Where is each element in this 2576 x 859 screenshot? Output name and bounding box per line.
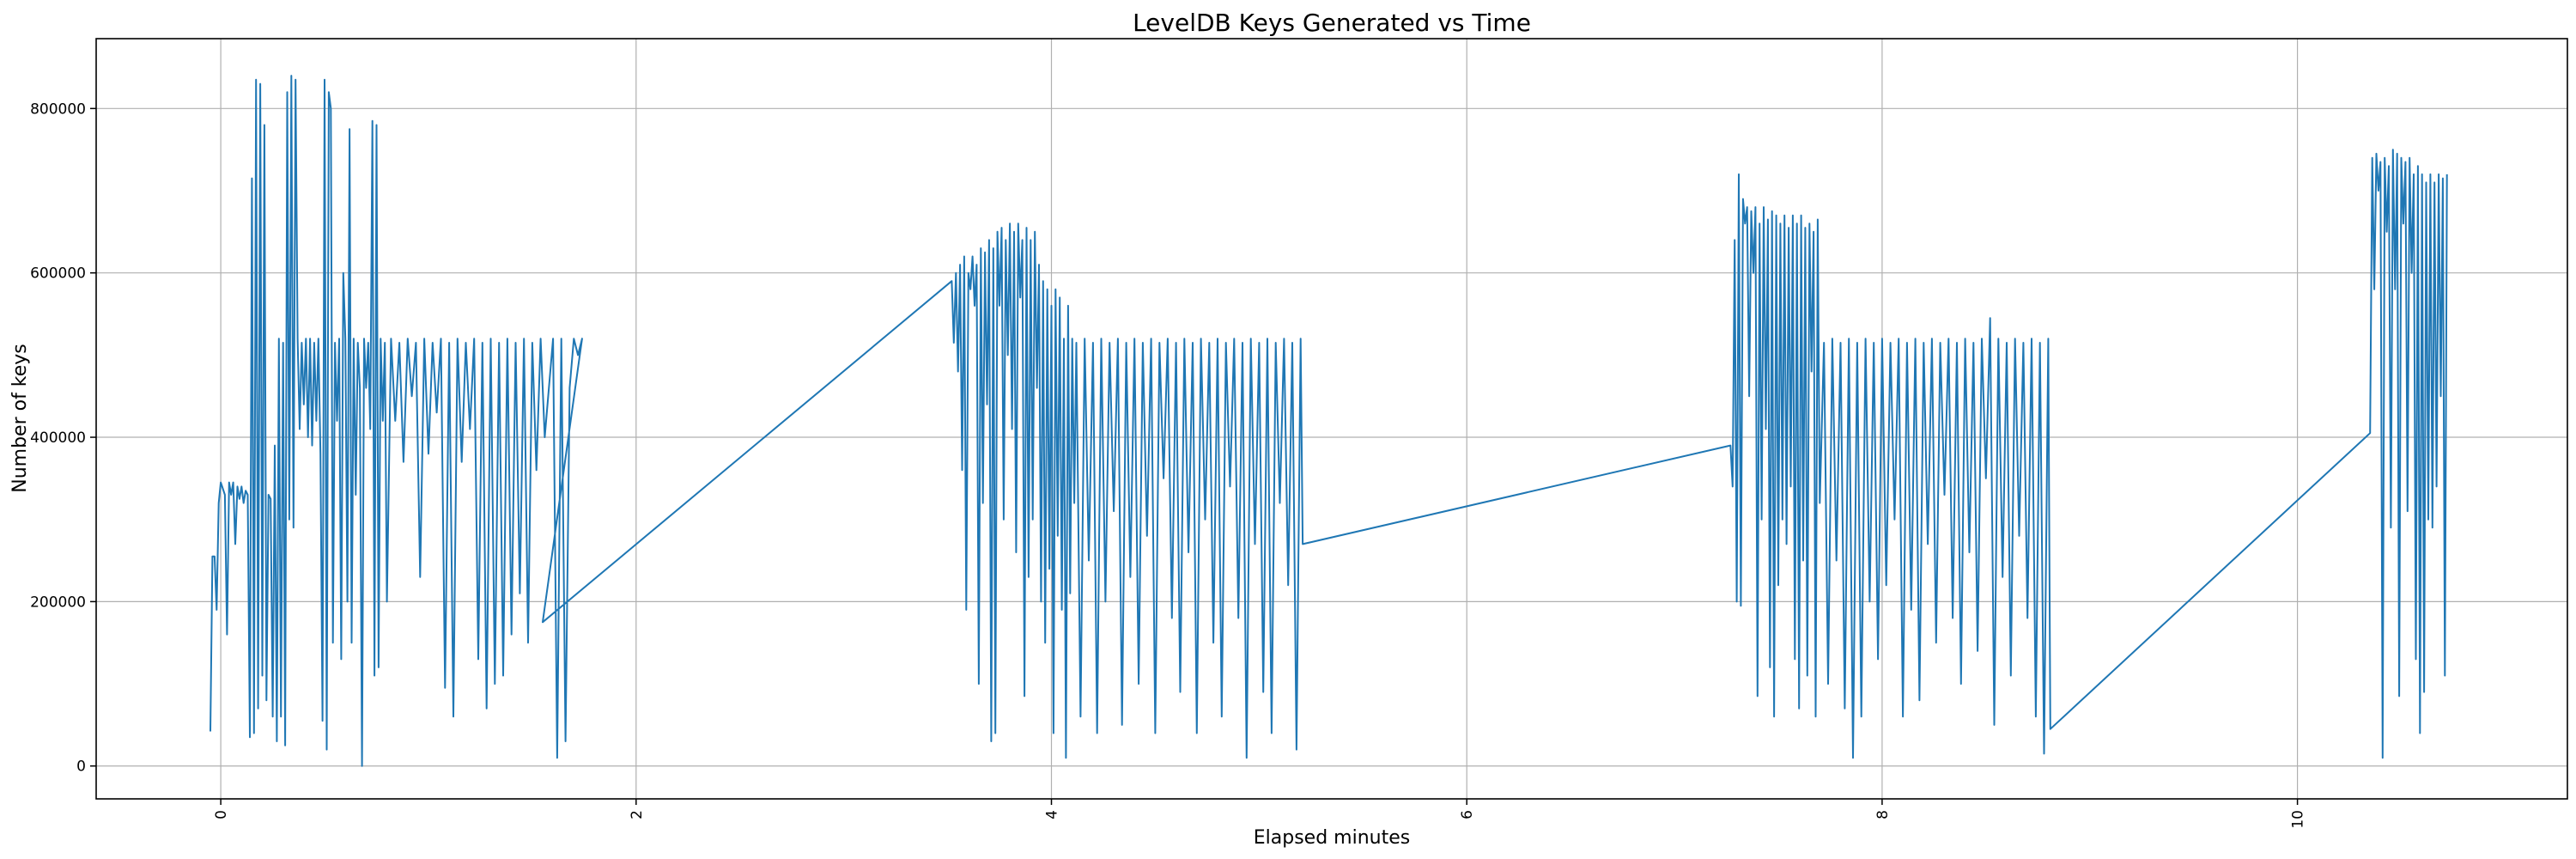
y-tick-label: 400000: [30, 430, 86, 447]
series-line: [210, 75, 2448, 767]
y-tick-label: 800000: [30, 101, 86, 118]
y-tick-label: 0: [76, 758, 86, 776]
axis-ticks: 0 2 4 6 8 10 0 200000 400000 600000 800000: [30, 101, 2307, 828]
plot-frame: [95, 38, 2568, 800]
x-tick-label: 4: [1044, 810, 1061, 819]
x-tick-label: 6: [1459, 810, 1476, 819]
y-tick-label: 600000: [30, 265, 86, 283]
y-axis-label: Number of keys: [9, 344, 31, 493]
x-tick-label: 0: [213, 810, 230, 819]
x-axis-label: Elapsed minutes: [1254, 827, 1410, 849]
x-tick-label: 8: [1874, 810, 1892, 819]
series-layer: [210, 75, 2448, 767]
chart-title: LevelDB Keys Generated vs Time: [1133, 9, 1531, 37]
x-tick-label: 10: [2290, 810, 2307, 829]
grid-lines: [96, 39, 2567, 799]
y-tick-label: 200000: [30, 594, 86, 611]
x-tick-label: 2: [629, 810, 646, 819]
